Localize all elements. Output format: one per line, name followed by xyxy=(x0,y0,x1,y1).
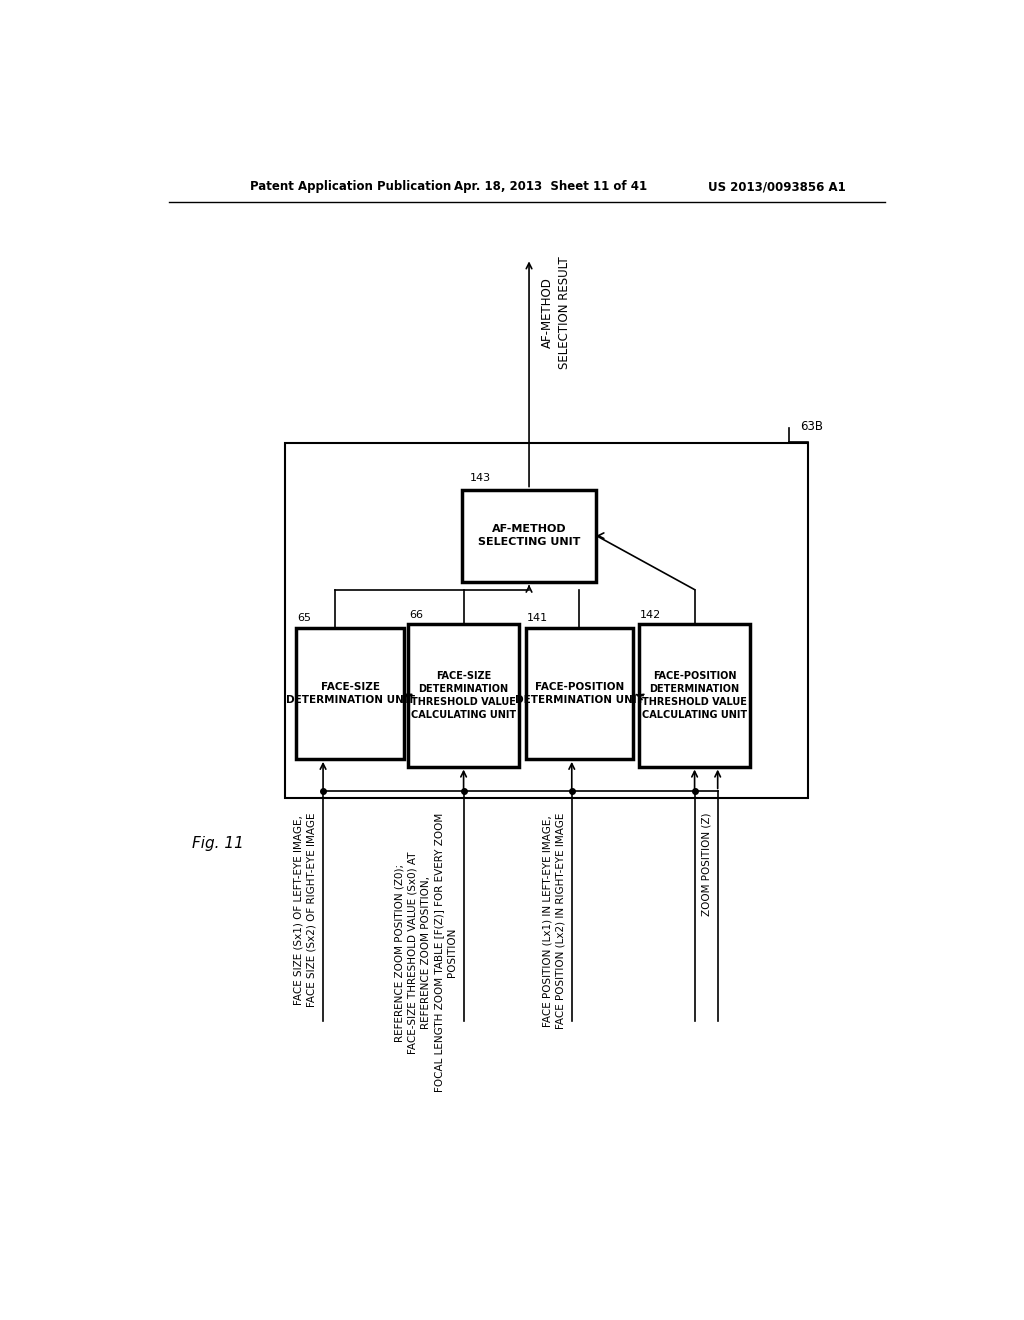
Text: FACE-SIZE
DETERMINATION
THRESHOLD VALUE
CALCULATING UNIT: FACE-SIZE DETERMINATION THRESHOLD VALUE … xyxy=(411,671,516,721)
Bar xyxy=(525,628,634,759)
Text: AF-METHOD
SELECTION RESULT: AF-METHOD SELECTION RESULT xyxy=(541,256,570,368)
Bar xyxy=(408,624,519,767)
Text: 143: 143 xyxy=(469,474,490,483)
Text: FACE SIZE (Sx1) OF LEFT-EYE IMAGE,
FACE SIZE (Sx2) OF RIGHT-EYE IMAGE: FACE SIZE (Sx1) OF LEFT-EYE IMAGE, FACE … xyxy=(294,813,316,1007)
Text: 65: 65 xyxy=(298,614,311,623)
Bar xyxy=(296,628,403,759)
Text: FACE-SIZE
DETERMINATION UNIT: FACE-SIZE DETERMINATION UNIT xyxy=(286,682,415,705)
Bar xyxy=(639,624,751,767)
Text: FACE-POSITION
DETERMINATION UNIT: FACE-POSITION DETERMINATION UNIT xyxy=(515,682,644,705)
Text: 142: 142 xyxy=(640,610,662,619)
Text: ZOOM POSITION (Z): ZOOM POSITION (Z) xyxy=(701,813,712,916)
Text: AF-METHOD
SELECTING UNIT: AF-METHOD SELECTING UNIT xyxy=(478,524,581,548)
Text: FACE POSITION (Lx1) IN LEFT-EYE IMAGE,
FACE POSITION (Lx2) IN RIGHT-EYE IMAGE: FACE POSITION (Lx1) IN LEFT-EYE IMAGE, F… xyxy=(543,813,565,1030)
Text: Patent Application Publication: Patent Application Publication xyxy=(250,181,452,194)
Text: FACE-POSITION
DETERMINATION
THRESHOLD VALUE
CALCULATING UNIT: FACE-POSITION DETERMINATION THRESHOLD VA… xyxy=(642,671,748,721)
Text: US 2013/0093856 A1: US 2013/0093856 A1 xyxy=(708,181,846,194)
Text: Apr. 18, 2013  Sheet 11 of 41: Apr. 18, 2013 Sheet 11 of 41 xyxy=(454,181,647,194)
Text: 63B: 63B xyxy=(801,420,823,433)
Text: Fig. 11: Fig. 11 xyxy=(193,836,244,851)
Text: REFERENCE ZOOM POSITION (Z0);
FACE-SIZE THRESHOLD VALUE (Sx0) AT
REFERENCE ZOOM : REFERENCE ZOOM POSITION (Z0); FACE-SIZE … xyxy=(394,813,458,1092)
Text: 141: 141 xyxy=(527,614,548,623)
Bar xyxy=(462,490,596,582)
Text: 66: 66 xyxy=(410,610,423,619)
Bar xyxy=(285,444,808,797)
